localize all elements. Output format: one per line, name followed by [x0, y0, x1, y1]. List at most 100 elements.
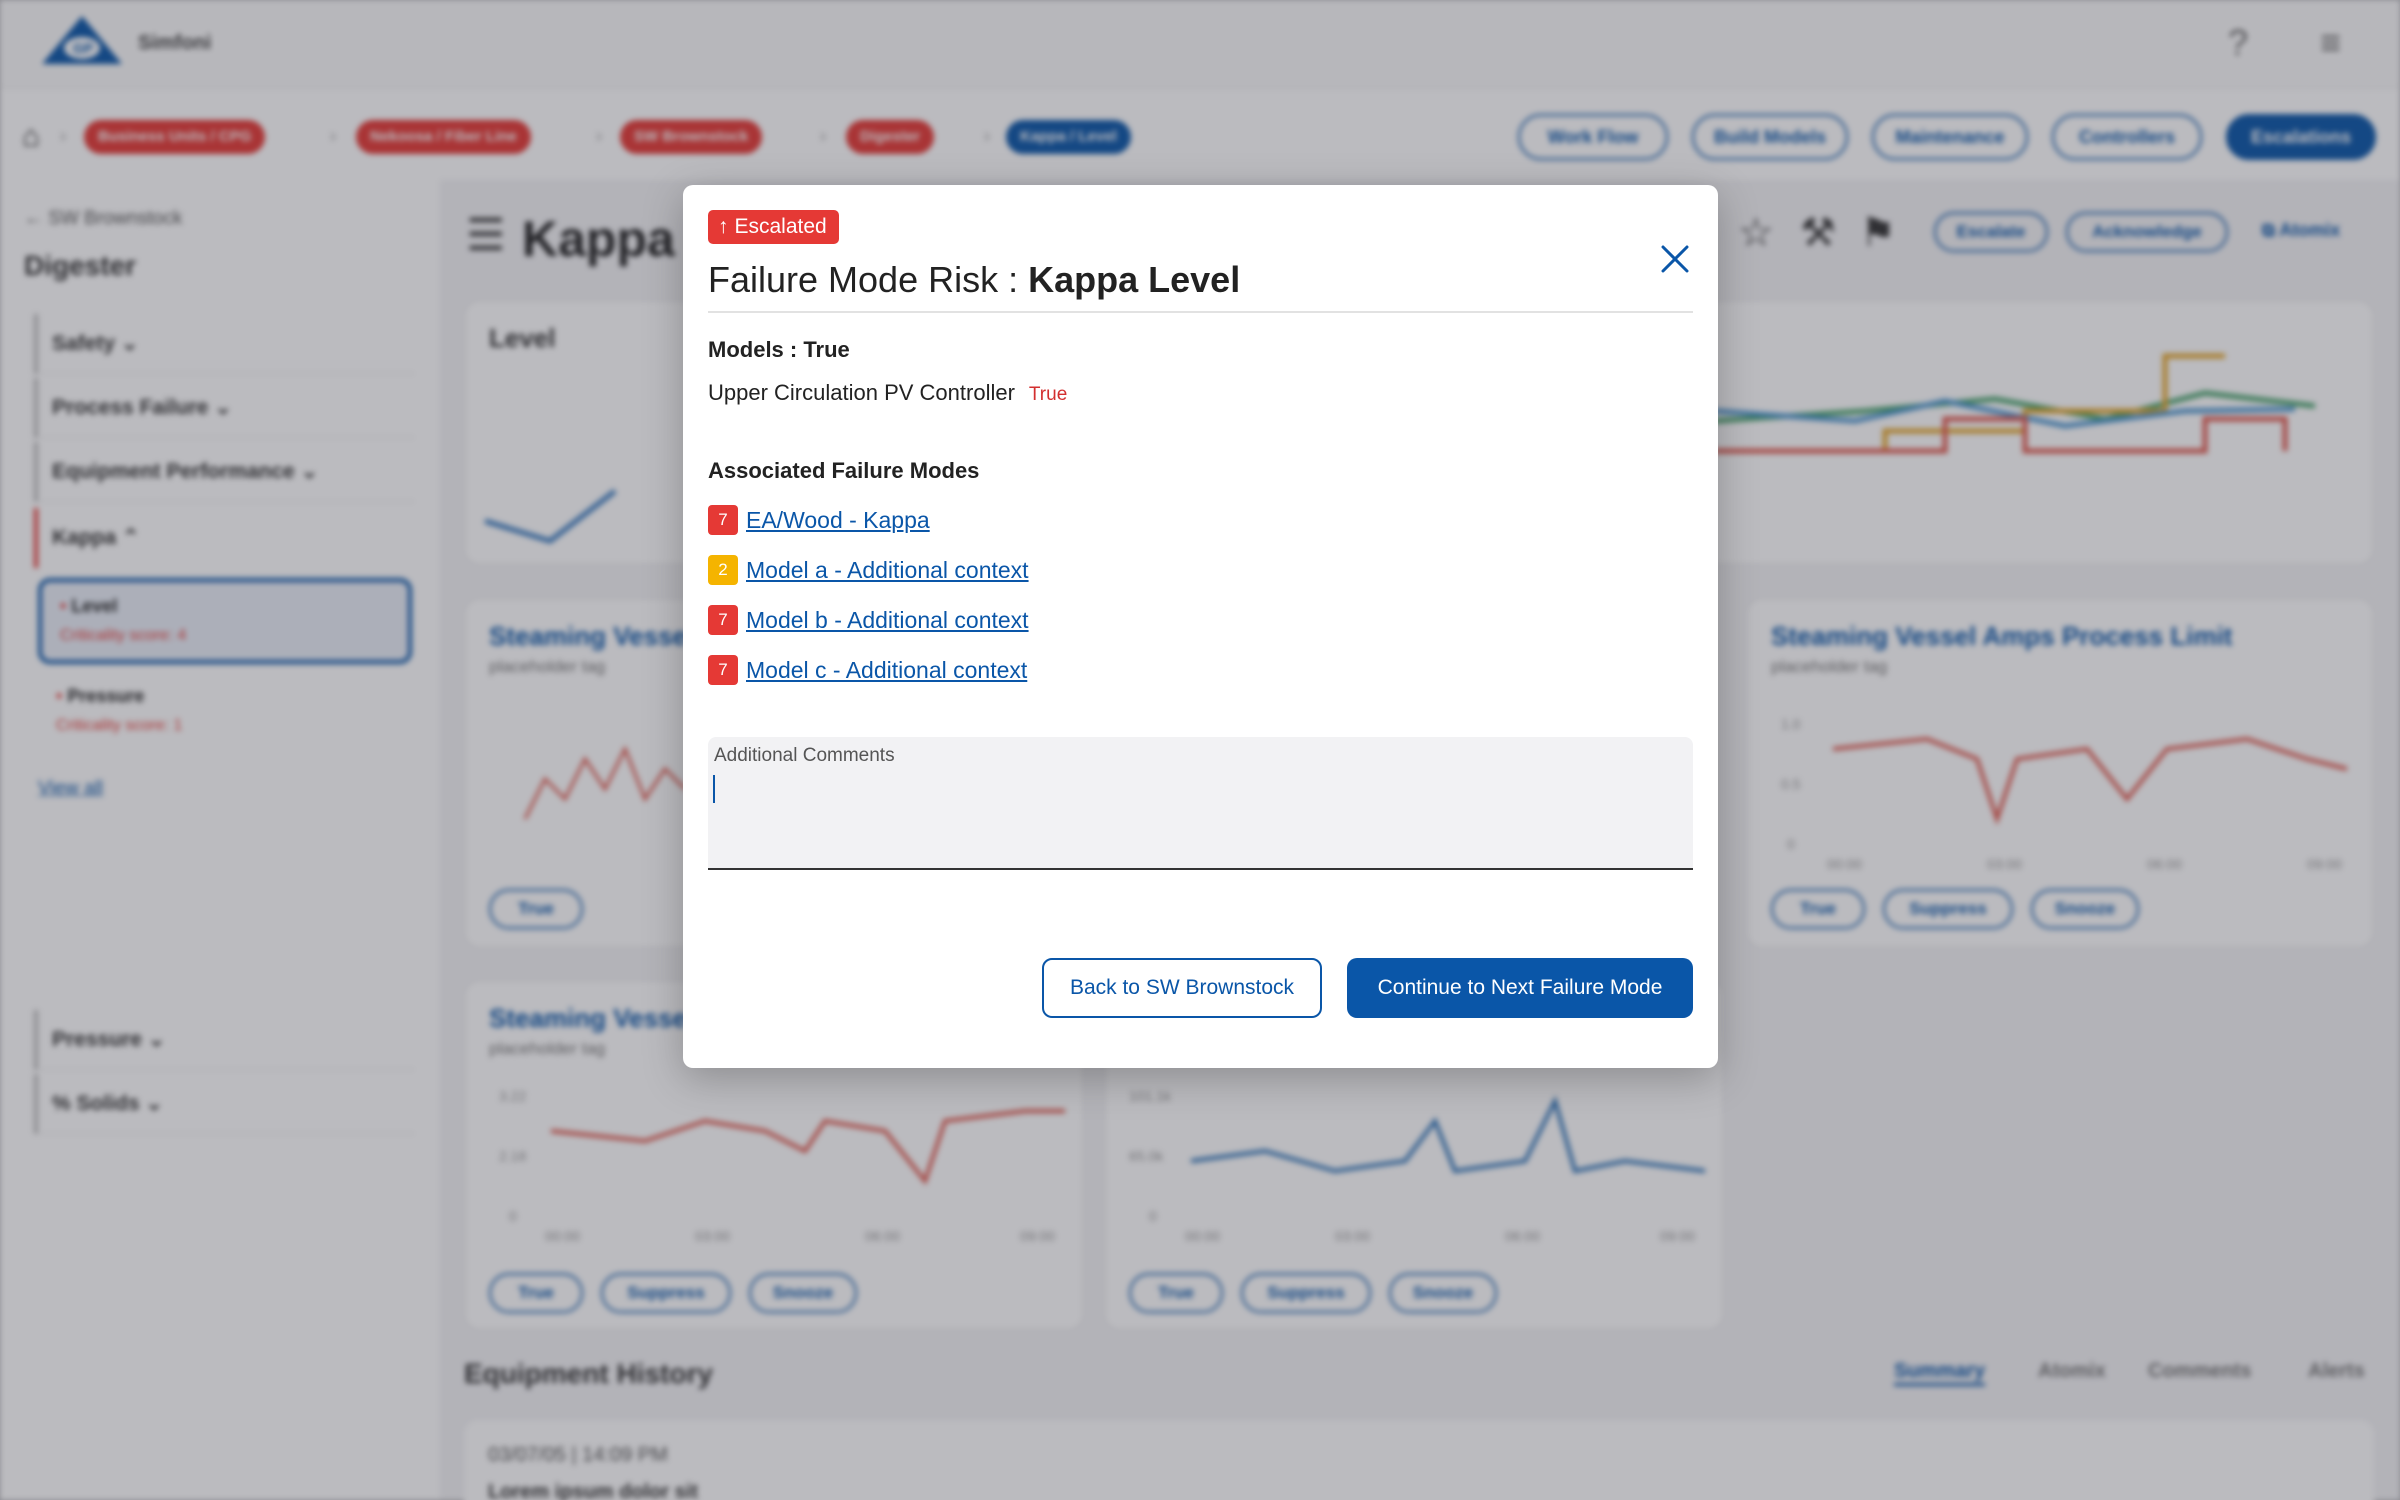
breadcrumb-sw-brownstock[interactable]: SW Brownstock [620, 120, 763, 154]
true-button[interactable]: True [1771, 889, 1865, 929]
nav-controllers-button[interactable]: Controllers [2052, 114, 2202, 160]
sidebar-item-kappa[interactable]: Kappa ⌃ [34, 508, 414, 568]
failure-mode-item: 7 Model b - Additional context [708, 604, 1029, 636]
nav-work-flow-button[interactable]: Work Flow [1518, 114, 1668, 160]
svg-text:2.18: 2.18 [499, 1148, 526, 1164]
snooze-button[interactable]: Snooze [749, 1273, 857, 1313]
tab-alerts[interactable]: Alerts [2308, 1360, 2365, 1382]
svg-text:03:00: 03:00 [695, 1228, 730, 1244]
svg-text:0.5: 0.5 [1781, 776, 1801, 792]
filter-icon[interactable]: ☰ [466, 211, 506, 260]
tab-atomix[interactable]: Atomix [2038, 1360, 2106, 1382]
suppress-button[interactable]: Suppress [601, 1273, 731, 1313]
chevron-right-icon: › [820, 126, 826, 146]
criticality-score-badge: 7 [708, 655, 738, 685]
steaming-vessel-chart-2: 3.22 2.18 0 00:00 03:00 06:00 09:00 [499, 1088, 1065, 1244]
breadcrumb-fiber-line[interactable]: Nekoosa / Fiber Line [356, 120, 531, 154]
failure-mode-risk-dialog: ↑ Escalated Failure Mode Risk : Kappa Lev… [683, 185, 1718, 1068]
tab-comments[interactable]: Comments [2148, 1360, 2252, 1382]
true-button[interactable]: True [1129, 1273, 1223, 1313]
model-name: Upper Circulation PV Controller [708, 380, 1015, 405]
failure-mode-link-model-b[interactable]: Model b - Additional context [746, 606, 1029, 633]
suppress-button[interactable]: Suppress [1883, 889, 2013, 929]
card-title: Steaming Vessel [489, 621, 695, 651]
sidebar-item-solids[interactable]: % Solids ⌄ [34, 1074, 414, 1134]
snooze-button[interactable]: Snooze [2031, 889, 2139, 929]
acknowledge-button[interactable]: Acknowledge [2066, 212, 2228, 252]
level-series-blue-2 [1714, 398, 2296, 429]
failure-mode-link-model-c[interactable]: Model c - Additional context [746, 656, 1028, 683]
true-button[interactable]: True [489, 889, 583, 929]
view-all-link[interactable]: View all [38, 778, 104, 799]
svg-text:06:00: 06:00 [865, 1228, 900, 1244]
level-series-blue [484, 489, 617, 544]
level-chart [484, 353, 2316, 544]
blue-chart: 101.1k 65.0k 0 00:00 03:00 06:00 09:00 [1129, 1088, 1706, 1244]
page-title: Kappa [522, 211, 675, 267]
back-link[interactable]: ← SW Brownstock [24, 208, 183, 229]
level-series-red [1715, 416, 2288, 454]
home-icon[interactable]: ⌂ [22, 120, 41, 153]
svg-text:09:00: 09:00 [1020, 1228, 1055, 1244]
svg-text:65.0k: 65.0k [1129, 1148, 1164, 1164]
failure-mode-item: 7 Model c - Additional context [708, 654, 1027, 686]
svg-text:1.0: 1.0 [1781, 716, 1801, 732]
card-subtitle: placeholder tag [489, 657, 606, 676]
nav-escalations-button[interactable]: Escalations [2226, 114, 2376, 160]
svg-text:101.1k: 101.1k [1129, 1088, 1172, 1104]
model-row: Upper Circulation PV Controller True [708, 380, 1067, 406]
failure-mode-item: 7 EA/Wood - Kappa [708, 504, 930, 536]
sidebar-item-process-failure[interactable]: Process Failure ⌄ [34, 378, 414, 438]
tab-summary[interactable]: Summary [1894, 1360, 1986, 1386]
card-subtitle: placeholder tag [1771, 657, 1888, 676]
model-status: True [1028, 384, 1068, 405]
breadcrumb-business-units[interactable]: Business Units / CPG [84, 120, 266, 154]
dialog-title: Failure Mode Risk : Kappa Level [708, 259, 1241, 300]
nav-maintenance-button[interactable]: Maintenance [1872, 114, 2028, 160]
sidebar-card-pressure[interactable]: • Pressure Criticality score: 1 [56, 686, 183, 734]
atomix-link[interactable]: ⧉ Atomix [2262, 220, 2341, 240]
sidebar-item-safety[interactable]: Safety ⌄ [34, 314, 414, 374]
sidebar-item-pressure[interactable]: Pressure ⌄ [34, 1010, 414, 1070]
continue-to-next-failure-mode-button[interactable]: Continue to Next Failure Mode [1347, 958, 1693, 1018]
top-bar: GP Simfoni ? ≡ [0, 0, 2400, 88]
breadcrumb-kappa-level[interactable]: Kappa / Level [1006, 120, 1131, 154]
card-title: Level [489, 323, 556, 353]
help-icon[interactable]: ? [2228, 22, 2249, 63]
hamburger-menu-icon[interactable]: ≡ [2320, 22, 2342, 63]
failure-mode-link-ea-wood-kappa[interactable]: EA/Wood - Kappa [746, 506, 930, 533]
back-to-sw-brownstock-button[interactable]: Back to SW Brownstock [1042, 958, 1322, 1018]
additional-comments-field[interactable]: Additional Comments [708, 737, 1693, 870]
star-icon[interactable]: ☆ [1738, 211, 1774, 255]
history-entry: 03/07/05 | 14:09 PM Lorem ipsum dolor si… [464, 1420, 2374, 1500]
close-icon[interactable] [1653, 237, 1697, 281]
true-button[interactable]: True [489, 1273, 583, 1313]
svg-text:3.22: 3.22 [499, 1088, 526, 1104]
additional-comments-input[interactable] [712, 771, 1682, 861]
failure-mode-link-model-a[interactable]: Model a - Additional context [746, 556, 1029, 583]
card-subtitle: placeholder tag [489, 1039, 606, 1058]
gp-logo: GP [42, 16, 122, 64]
failure-mode-item: 2 Model a - Additional context [708, 554, 1029, 586]
escalate-button[interactable]: Escalate [1934, 212, 2048, 252]
flag-icon[interactable]: ⚑ [1860, 211, 1896, 255]
equipment-history-title: Equipment History [464, 1358, 713, 1389]
sidebar-card-level[interactable]: • Level Criticality score: 4 [38, 578, 412, 664]
svg-text:GP: GP [73, 40, 93, 56]
sidebar-item-equipment-performance[interactable]: Equipment Performance ⌄ [34, 442, 414, 502]
svg-text:0: 0 [509, 1208, 517, 1224]
chevron-right-icon: › [330, 126, 336, 146]
snooze-button[interactable]: Snooze [1389, 1273, 1497, 1313]
amps-chart: 1.0 0.5 0 00:00 03:00 06:00 09:00 [1781, 716, 2348, 872]
suppress-button[interactable]: Suppress [1241, 1273, 1371, 1313]
nav-build-models-button[interactable]: Build Models [1692, 114, 1848, 160]
svg-text:09:00: 09:00 [2307, 856, 2342, 872]
criticality-score-badge: 7 [708, 505, 738, 535]
breadcrumb-digester[interactable]: Digester [846, 120, 935, 154]
escalated-badge: ↑ Escalated [708, 210, 839, 244]
history-entry-date: 03/07/05 | 14:09 PM [488, 1444, 668, 1466]
sidebar-title: Digester [24, 250, 137, 281]
steaming-vessel-amps-card: Steaming Vessel Amps Process Limit place… [1746, 598, 2374, 948]
svg-text:09:00: 09:00 [1660, 1228, 1695, 1244]
wrench-icon[interactable]: ⚒ [1800, 211, 1836, 255]
